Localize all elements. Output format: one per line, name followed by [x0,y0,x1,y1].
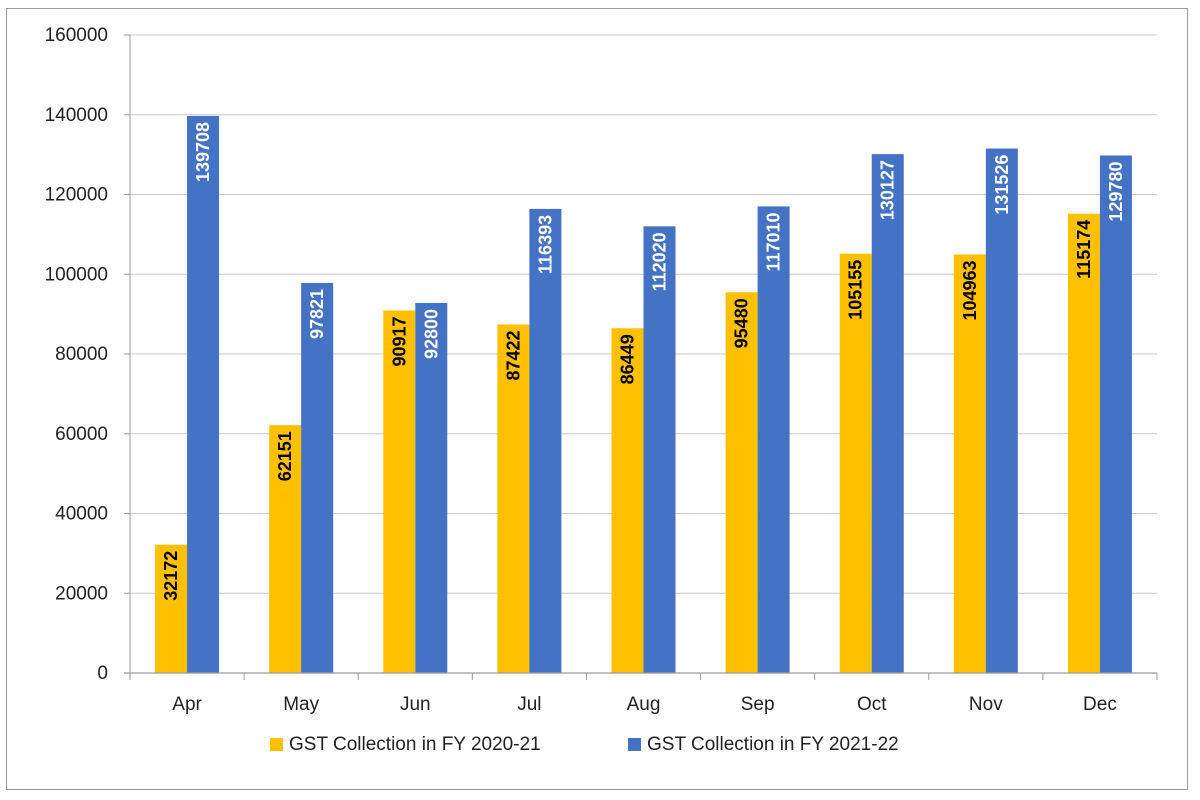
y-axis-ticks: 0 20000 40000 60000 80000 100000 120000 140000 1… [45,25,130,684]
data-label: 117010 [764,212,784,271]
x-tick-label: Jul [517,694,541,715]
legend-label: GST Collection in FY 2021-22 [647,734,899,755]
bar-fy2021-22-aug [643,226,676,673]
bar-fy2020-21-jul [497,324,530,673]
bar-fy2021-22-jun [415,302,448,673]
y-tick-label: 120000 [45,185,108,206]
bar-fy2021-22-may [301,282,334,673]
data-label: 92800 [421,309,441,359]
data-label: 97821 [307,289,327,339]
data-label: 129780 [1106,162,1126,222]
legend-swatch [270,738,283,751]
bar-fy2021-22-apr [187,115,220,673]
x-tick-label: Dec [1083,694,1117,715]
data-label: 115174 [1074,220,1094,279]
x-tick-label: Jun [400,694,431,715]
bar-fy2021-22-nov [985,148,1018,674]
bar-fy2020-21-nov [953,254,986,674]
data-label: 62151 [275,431,295,481]
bar-fy2020-21-sep [725,292,758,673]
bar-fy2020-21-dec [1067,213,1100,674]
data-label: 86449 [618,334,638,384]
data-label: 116393 [535,215,555,274]
legend-label: GST Collection in FY 2020-21 [289,734,541,755]
y-tick-label: 160000 [45,25,108,46]
y-tick-label: 140000 [45,105,108,126]
data-label: 130127 [878,160,898,220]
data-label: 87422 [503,330,523,380]
x-tick-label: Sep [741,694,775,715]
x-axis-ticks: Apr May Jun Jul Aug Sep Oct Nov Dec [172,694,1117,715]
data-label: 112020 [650,232,670,291]
x-tick-label: Apr [172,694,202,715]
x-tick-label: Oct [857,694,887,715]
bar-fy2020-21-aug [611,328,644,673]
bar-fy2021-22-oct [871,154,904,673]
data-label: 139708 [193,122,213,182]
data-label: 32172 [161,551,181,601]
x-tick-label: Aug [627,694,661,715]
y-tick-label: 20000 [55,583,108,604]
bar-fy2020-21-apr [155,544,188,673]
bar-fy2021-22-jul [529,208,562,673]
y-tick-label: 60000 [55,424,108,445]
data-label: 95480 [732,298,752,348]
bar-fy2021-22-sep [757,206,790,674]
data-label: 90917 [389,316,409,366]
data-label: 104963 [960,260,980,320]
y-tick-label: 100000 [45,264,108,285]
y-tick-label: 40000 [55,504,108,525]
x-tick-label: May [283,694,319,715]
legend: GST Collection in FY 2020-21 GST Collecti… [270,734,899,755]
bar-fy2020-21-oct [839,253,872,673]
bar-fy2020-21-may [269,425,302,673]
bar-fy2020-21-jun [383,310,416,673]
legend-swatch [628,738,641,751]
data-label: 131526 [992,155,1012,215]
x-tick-label: Nov [969,694,1003,715]
bar-fy2021-22-dec [1099,155,1132,673]
y-tick-label: 0 [97,663,108,684]
x-axis [124,35,1158,680]
y-tick-label: 80000 [55,344,108,365]
data-label: 105155 [846,260,866,320]
bars: 32172 139708 62151 97821 90917 92800 87422 1163… [155,115,1132,674]
